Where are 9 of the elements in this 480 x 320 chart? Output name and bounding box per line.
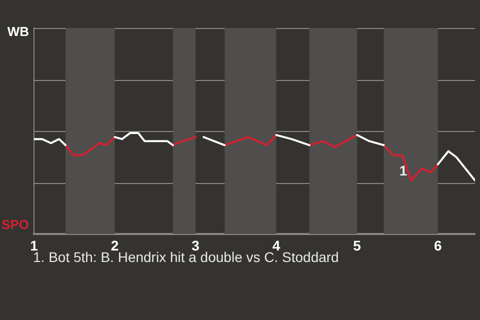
x-tick-label: 4 [272, 237, 280, 254]
x-tick-label: 6 [434, 237, 442, 254]
x-tick-label: 3 [192, 237, 200, 254]
text: WB [7, 24, 29, 40]
x-tick-label: 1 [30, 237, 38, 254]
x-tick-label: 5 [353, 237, 362, 254]
annotation: 1 [399, 162, 408, 178]
text: SPO [2, 217, 29, 232]
x-tick-label: 2 [110, 237, 119, 254]
